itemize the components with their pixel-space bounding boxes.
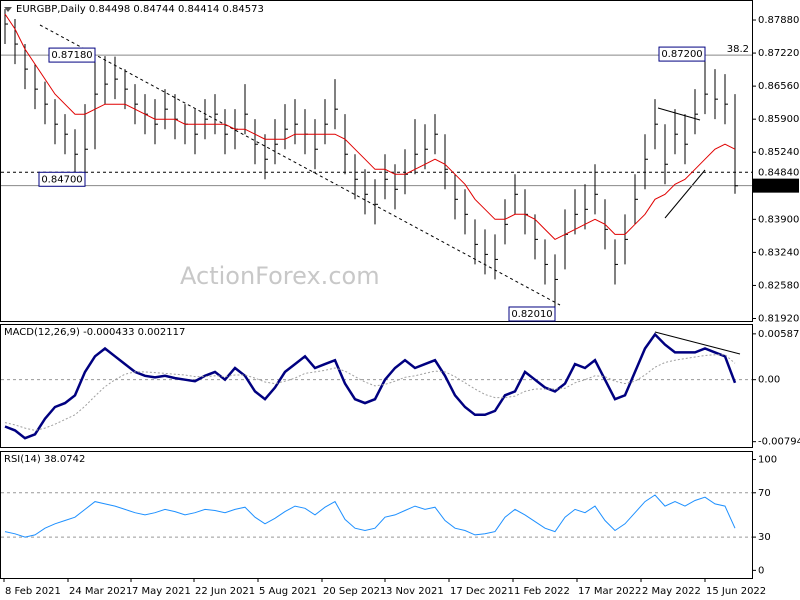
y-tick-label: 0.87220 [758, 48, 799, 59]
price-label: 0.84573 [758, 181, 799, 192]
y-tick-label: 0.86560 [758, 81, 799, 92]
watermark: ActionForex.com [180, 262, 380, 290]
x-tick-label: 15 Jun 2022 [706, 586, 766, 597]
callout-box [38, 171, 86, 187]
x-tick-label: 20 Sep 2021 [323, 586, 386, 597]
indicator-line [4, 332, 737, 440]
callout-box [48, 47, 96, 63]
y-tick-label: 0.00 [758, 375, 780, 386]
price-label: 0.84840 [758, 167, 799, 178]
x-tick-label: 8 Feb 2021 [5, 586, 61, 597]
price-box [753, 178, 799, 193]
x-tick-label: 22 Jun 2021 [195, 586, 255, 597]
y-tick-label: 100 [758, 455, 777, 466]
callout-box [508, 306, 556, 322]
y-tick-label: 0.85240 [758, 147, 799, 158]
pattern-line [664, 169, 706, 219]
callout-box [658, 46, 706, 62]
trend-line [39, 24, 561, 306]
callout-label: 0.82010 [511, 309, 552, 320]
y-tick-label: 0.83240 [758, 247, 799, 258]
callout-label: 0.87180 [51, 50, 92, 61]
rsi-panel-frame [0, 451, 753, 579]
x-tick-label: 5 Aug 2021 [259, 586, 317, 597]
x-tick-label: 1 Feb 2022 [514, 586, 570, 597]
x-tick-label: 17 Mar 2022 [578, 586, 641, 597]
price-panel-frame [0, 0, 753, 322]
x-tick-label: 7 May 2021 [132, 586, 191, 597]
pattern-line [657, 107, 701, 121]
divergence-line [654, 331, 741, 355]
y-tick-label: 30 [758, 532, 771, 543]
menu-icon [4, 7, 12, 12]
fib-label: 38.2 [727, 44, 749, 55]
indicator-line [4, 494, 736, 538]
y-tick-label: 0.83900 [758, 214, 799, 225]
y-tick-label: 0.81920 [758, 313, 799, 324]
y-tick-label: 70 [758, 488, 771, 499]
y-tick-label: 0.87880 [758, 15, 799, 26]
panel-title: EURGBP,Daily 0.84498 0.84744 0.84414 0.8… [16, 4, 264, 15]
x-tick-label: 3 Nov 2021 [386, 586, 444, 597]
y-tick-label: -0.007945 [758, 437, 800, 448]
panel-title: MACD(12,26,9) -0.000433 0.002117 [4, 327, 185, 338]
panel-title: RSI(14) 38.0742 [4, 454, 85, 465]
y-tick-label: 0 [758, 565, 764, 576]
x-tick-label: 24 Mar 2021 [69, 586, 132, 597]
y-tick-label: 0.85900 [758, 114, 799, 125]
indicator-line [4, 354, 736, 431]
moving-average [4, 13, 736, 241]
macd-panel-frame [0, 324, 753, 448]
callout-label: 0.84700 [41, 174, 82, 185]
x-tick-label: 2 May 2022 [642, 586, 701, 597]
callout-label: 0.87200 [661, 49, 702, 60]
x-tick-label: 17 Dec 2021 [450, 586, 514, 597]
y-tick-label: 0.82580 [758, 280, 799, 291]
y-tick-label: 0.005872 [758, 329, 800, 340]
